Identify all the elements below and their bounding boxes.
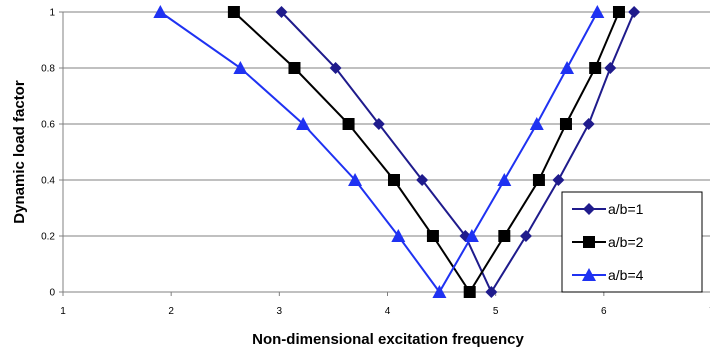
data-point — [485, 286, 498, 298]
data-point — [529, 117, 544, 130]
data-point — [552, 174, 565, 186]
data-point — [519, 230, 532, 242]
x-tick-label: 3 — [277, 306, 283, 317]
data-point — [288, 62, 301, 74]
y-tick-label: 0.8 — [41, 64, 55, 75]
series-1 — [275, 6, 641, 298]
legend-item: a/b=4 — [572, 267, 644, 283]
series-2 — [227, 6, 625, 298]
data-point — [589, 62, 602, 74]
data-point — [153, 5, 168, 18]
legend-item: a/b=2 — [572, 234, 644, 250]
y-axis-title: Dynamic load factor — [11, 80, 28, 224]
data-point — [612, 6, 625, 18]
legend-marker — [582, 268, 596, 281]
data-point — [464, 229, 479, 242]
y-tick-label: 1 — [49, 8, 55, 19]
data-point — [426, 230, 439, 242]
x-tick-label: 5 — [493, 306, 499, 317]
data-point — [463, 286, 476, 298]
x-tick-label: 6 — [601, 306, 607, 317]
legend-items: a/b=1 a/b=2 a/b=4 — [572, 201, 644, 283]
data-point — [387, 174, 400, 186]
series-layer — [153, 5, 641, 298]
data-point — [342, 118, 355, 130]
data-point — [497, 173, 512, 186]
y-tick-label: 0.2 — [41, 232, 55, 243]
legend-label: a/b=4 — [608, 267, 644, 283]
y-tick-label: 0 — [49, 288, 55, 299]
data-point — [559, 118, 572, 130]
y-tick-label: 0.4 — [41, 176, 55, 187]
series-line — [159, 11, 599, 294]
data-point — [582, 118, 595, 130]
x-tick-label: 2 — [168, 306, 174, 317]
data-point — [498, 230, 511, 242]
legend-marker — [583, 203, 595, 215]
y-tick-label: 0.6 — [41, 120, 55, 131]
data-point — [604, 62, 617, 74]
data-point — [560, 61, 575, 74]
x-tick-label: 1 — [60, 306, 66, 317]
data-point — [227, 6, 240, 18]
x-axis-title: Non-dimensional excitation frequency — [252, 331, 524, 348]
data-point — [416, 174, 429, 186]
data-point — [329, 62, 342, 74]
legend-marker — [583, 236, 595, 248]
data-point — [296, 117, 311, 130]
data-point — [628, 6, 641, 18]
series-3 — [153, 5, 605, 298]
legend-item: a/b=1 — [572, 201, 644, 217]
series-line — [233, 11, 620, 294]
data-point — [532, 174, 545, 186]
data-point — [348, 173, 363, 186]
data-point — [233, 61, 248, 74]
data-point — [275, 6, 288, 18]
legend: a/b=1 a/b=2 a/b=4 — [561, 191, 703, 293]
legend-label: a/b=1 — [608, 201, 644, 217]
data-point — [391, 229, 406, 242]
data-point — [432, 285, 447, 298]
legend-label: a/b=2 — [608, 234, 644, 250]
data-point — [590, 5, 605, 18]
tick-labels: 00.20.40.60.811234567 — [41, 8, 710, 318]
data-point — [372, 118, 385, 130]
x-tick-label: 4 — [385, 306, 391, 317]
